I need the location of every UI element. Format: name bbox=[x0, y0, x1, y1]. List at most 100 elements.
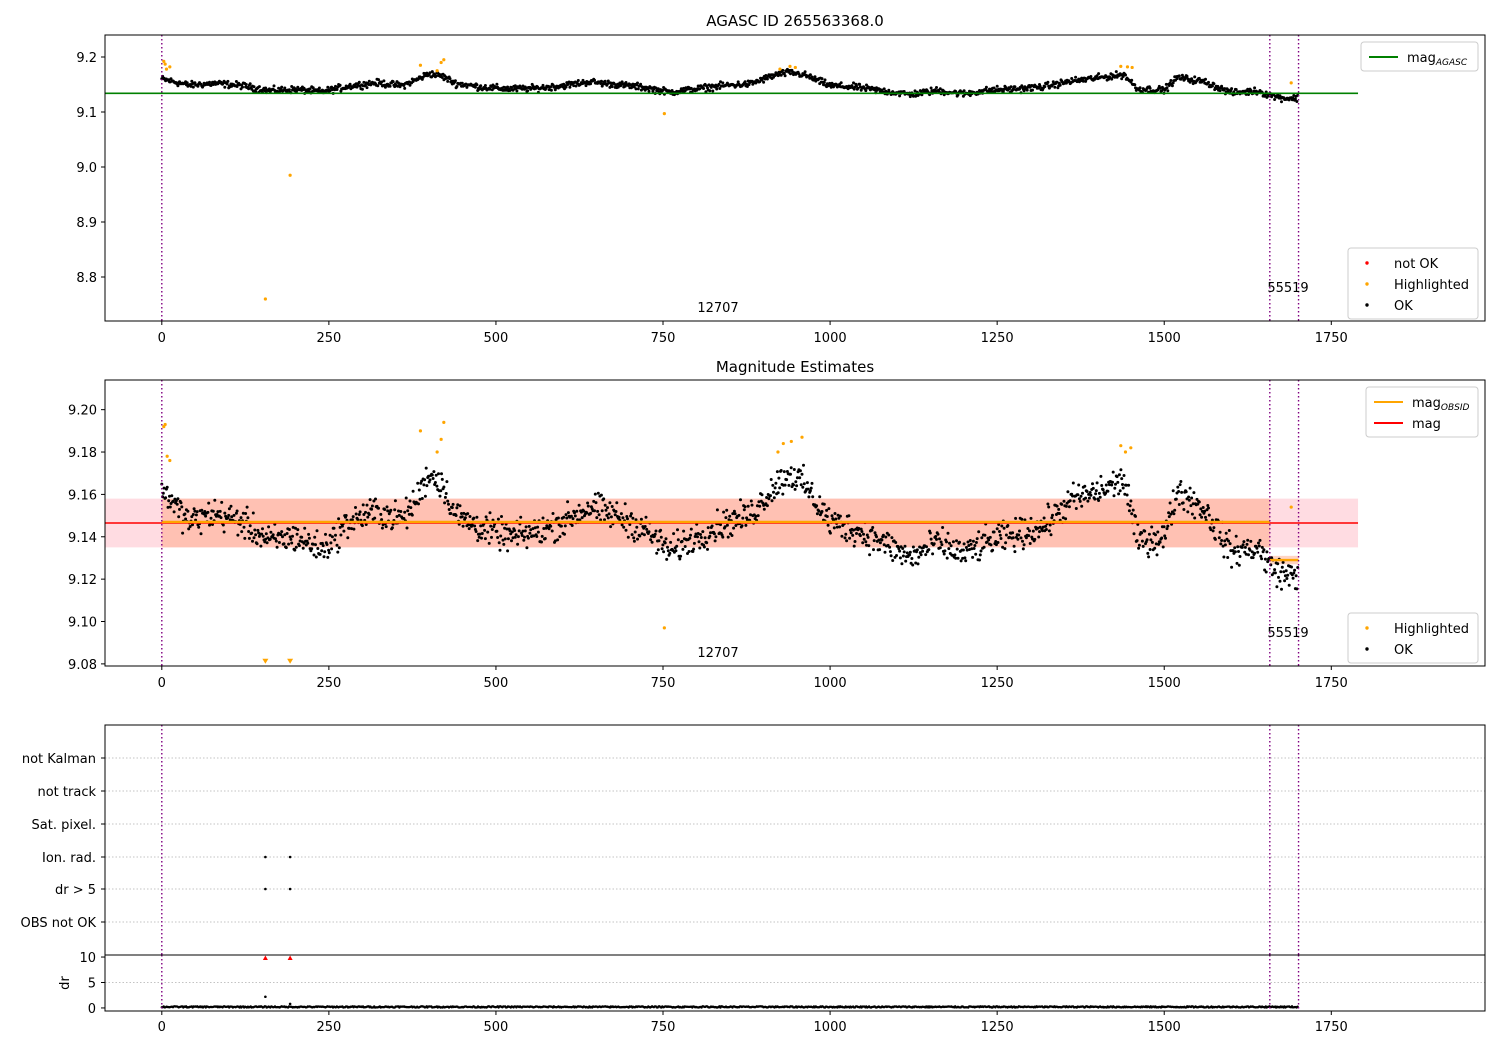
ok-point bbox=[316, 547, 320, 550]
ok-point bbox=[1163, 534, 1167, 538]
ok-point bbox=[508, 529, 512, 533]
ok-point bbox=[974, 541, 978, 544]
ok-point bbox=[621, 516, 625, 520]
ok-point bbox=[204, 514, 208, 518]
ok-point bbox=[573, 514, 577, 518]
ok-point bbox=[1127, 483, 1131, 487]
ok-point bbox=[191, 513, 195, 516]
ok-point bbox=[769, 494, 772, 498]
ok-point bbox=[370, 507, 374, 511]
y-tick-label: 8.8 bbox=[76, 271, 97, 286]
ok-point bbox=[418, 497, 422, 501]
ok-point bbox=[291, 534, 294, 538]
ok-point bbox=[525, 546, 529, 550]
ok-point bbox=[656, 87, 660, 91]
highlighted-point bbox=[1125, 65, 1130, 69]
ok-point bbox=[531, 527, 535, 531]
ok-point bbox=[301, 546, 305, 550]
ok-point bbox=[954, 556, 958, 560]
ok-point bbox=[1150, 540, 1154, 544]
ok-point bbox=[963, 556, 967, 560]
ok-point bbox=[1251, 556, 1255, 560]
ok-point bbox=[194, 513, 198, 517]
ok-point bbox=[1277, 575, 1280, 579]
x-tick-label: 500 bbox=[484, 676, 509, 691]
ok-point bbox=[1002, 526, 1006, 530]
ok-point bbox=[592, 499, 596, 503]
ok-point bbox=[261, 534, 265, 538]
ok-point bbox=[1169, 79, 1173, 82]
ok-point bbox=[468, 515, 472, 518]
ok-point bbox=[881, 533, 885, 537]
ok-point bbox=[1238, 555, 1242, 558]
ok-point bbox=[1014, 516, 1018, 520]
ok-point bbox=[327, 551, 331, 555]
ok-point bbox=[500, 515, 503, 518]
highlighted-point bbox=[662, 112, 666, 116]
ok-point bbox=[334, 533, 337, 537]
ok-point bbox=[749, 499, 753, 503]
ok-point bbox=[455, 506, 459, 510]
legend-box bbox=[1347, 612, 1479, 664]
y-tick-label: 9.18 bbox=[68, 446, 97, 461]
ok-point bbox=[530, 86, 533, 90]
ok-point bbox=[549, 85, 553, 89]
ok-point bbox=[792, 483, 795, 487]
ok-point bbox=[989, 89, 993, 93]
ok-point bbox=[1048, 523, 1052, 527]
ok-point bbox=[789, 72, 792, 76]
highlighted-point bbox=[788, 64, 792, 68]
panel2-title: Magnitude Estimates bbox=[716, 358, 874, 376]
ok-point bbox=[524, 525, 528, 529]
ok-point bbox=[186, 509, 190, 513]
ok-point bbox=[1134, 514, 1137, 518]
panel2-obsid-label: 12707 bbox=[697, 646, 738, 661]
ok-point bbox=[384, 525, 388, 529]
ok-point bbox=[291, 525, 295, 529]
ok-point bbox=[810, 75, 814, 79]
ok-point bbox=[623, 502, 627, 506]
ok-point bbox=[595, 516, 599, 520]
ok-point bbox=[1080, 76, 1084, 80]
ok-point bbox=[649, 538, 653, 542]
ok-point bbox=[947, 547, 951, 551]
ok-point bbox=[440, 477, 444, 481]
ok-point bbox=[1067, 505, 1071, 509]
ok-point bbox=[1246, 87, 1250, 91]
ok-point bbox=[1257, 544, 1261, 548]
ok-point bbox=[466, 523, 470, 527]
ok-point bbox=[971, 539, 975, 543]
ok-point bbox=[856, 86, 860, 90]
ok-point bbox=[775, 470, 779, 474]
ok-point bbox=[1140, 531, 1144, 535]
ok-point bbox=[1088, 491, 1092, 494]
ok-point bbox=[566, 500, 570, 504]
ok-point bbox=[175, 502, 179, 506]
ok-point bbox=[514, 533, 518, 537]
ok-point bbox=[1085, 490, 1089, 493]
ok-point bbox=[289, 537, 293, 541]
ok-point bbox=[813, 75, 817, 79]
ok-point bbox=[657, 539, 661, 543]
ok-point bbox=[208, 80, 211, 84]
ok-point bbox=[478, 532, 482, 536]
ok-point bbox=[914, 94, 918, 98]
ok-point bbox=[1230, 87, 1234, 91]
ok-point bbox=[460, 515, 464, 519]
ok-point bbox=[820, 510, 824, 513]
ok-point bbox=[171, 499, 175, 503]
ok-point bbox=[347, 526, 351, 530]
x-tick-label: 750 bbox=[651, 331, 676, 346]
ok-point bbox=[903, 544, 907, 548]
ok-point bbox=[364, 510, 367, 514]
ok-point bbox=[496, 517, 500, 521]
ok-point bbox=[962, 542, 966, 546]
ok-point bbox=[722, 510, 726, 514]
ok-point bbox=[377, 506, 380, 510]
ok-point bbox=[817, 509, 821, 513]
ok-point bbox=[719, 80, 722, 84]
ok-point bbox=[585, 511, 589, 515]
ok-point bbox=[521, 84, 525, 88]
ok-point bbox=[1276, 562, 1280, 566]
ok-point bbox=[608, 501, 612, 505]
